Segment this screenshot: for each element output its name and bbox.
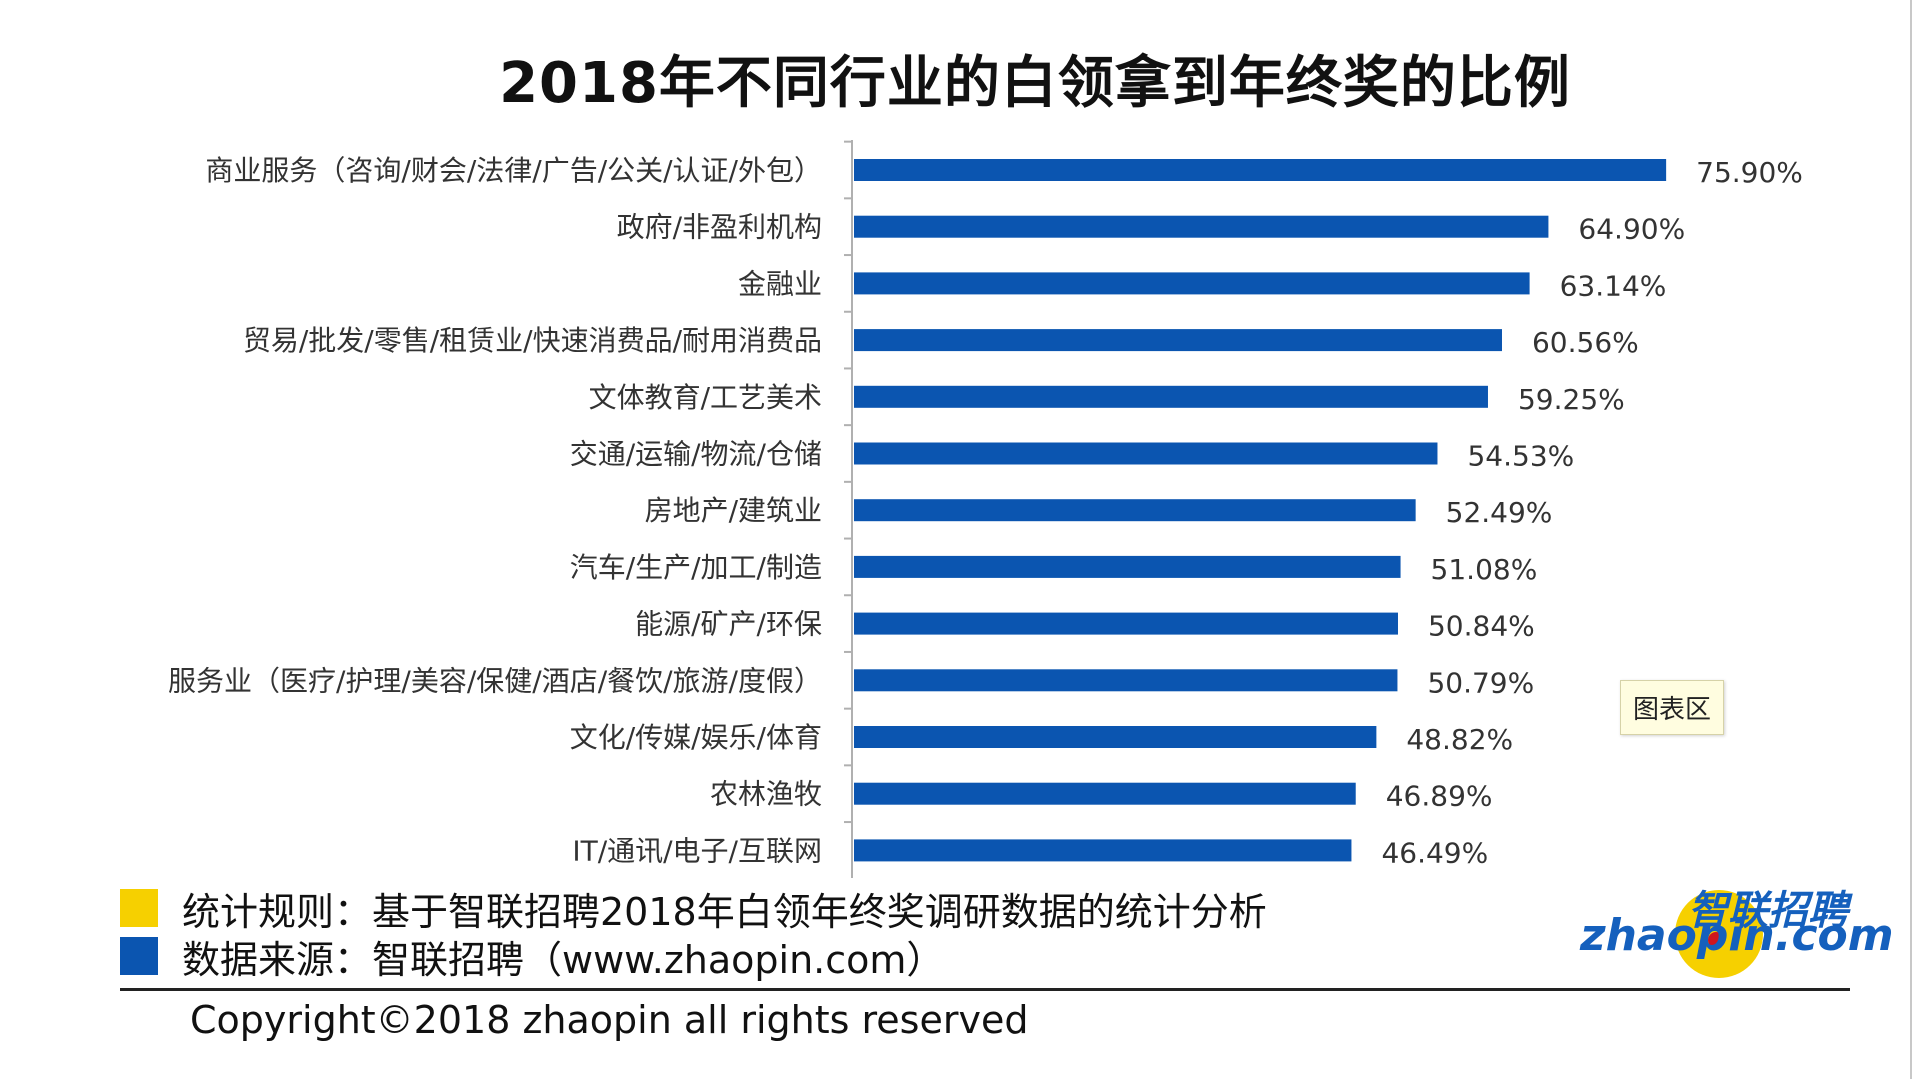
value-label: 75.90% (1696, 156, 1803, 189)
bar (854, 215, 1549, 238)
legend-item-source: 数据来源：智联招聘（www.zhaopin.com） (120, 932, 1267, 982)
copyright-text: Copyright©2018 zhaopin all rights reserv… (190, 998, 1029, 1042)
legend-item-rule: 统计规则：基于智联招聘2018年白领年终奖调研数据的统计分析 (120, 884, 1267, 934)
chart-title: 2018年不同行业的白领拿到年终奖的比例 (499, 51, 1571, 116)
value-label: 63.14% (1560, 269, 1667, 302)
bar (854, 329, 1502, 352)
value-label: 59.25% (1518, 383, 1625, 416)
legend-text-rule: 统计规则：基于智联招聘2018年白领年终奖调研数据的统计分析 (182, 889, 1267, 934)
footer-divider (120, 988, 1850, 991)
value-label: 54.53% (1467, 440, 1574, 473)
legend: 统计规则：基于智联招聘2018年白领年终奖调研数据的统计分析 数据来源：智联招聘… (120, 884, 1267, 982)
category-label: 贸易/批发/零售/租赁业/快速消费品/耐用消费品 (243, 324, 822, 357)
bar-chart: 商业服务（咨询/财会/法律/广告/公关/认证/外包） 政府/非盈利机构金融业贸易/… (168, 140, 1803, 878)
category-label: IT/通讯/电子/互联网 (572, 834, 822, 867)
category-label: 服务业（医疗/护理/美容/保健/酒店/餐饮/旅游/度假） (168, 664, 822, 697)
value-label: 48.82% (1406, 723, 1513, 756)
logo-dot (1708, 932, 1724, 948)
value-label: 50.84% (1428, 610, 1535, 643)
value-labels: 75.90% 64.90% 63.14% 60.56% 59.25% 54.53% 52.4… (1381, 156, 1802, 869)
chart-area-tooltip: 图表区 (1620, 680, 1725, 735)
category-label: 文体教育/工艺美术 (589, 381, 822, 414)
bar (854, 782, 1356, 805)
value-label: 60.56% (1532, 326, 1639, 359)
bar (854, 612, 1398, 635)
bar (854, 555, 1401, 578)
value-label: 52.49% (1446, 496, 1553, 529)
value-label: 46.89% (1386, 780, 1493, 813)
category-label: 房地产/建筑业 (645, 494, 822, 527)
legend-text-source: 数据来源：智联招聘（www.zhaopin.com） (182, 937, 945, 982)
category-label: 农林渔牧 (710, 778, 822, 811)
logo-cn-text: 智联招聘 (1688, 888, 1848, 934)
axis-layer (844, 140, 853, 878)
category-label: 金融业 (738, 267, 822, 300)
category-label: 能源/矿产/环保 (635, 608, 822, 641)
bar (854, 442, 1438, 465)
value-label: 51.08% (1431, 553, 1538, 586)
page-edge-line (1910, 0, 1912, 1079)
category-label: 文化/传媒/娱乐/体育 (570, 721, 822, 754)
value-label: 50.79% (1427, 666, 1534, 699)
legend-swatch-blue (120, 937, 158, 975)
zhaopin-logo: 智联招聘 zhaopin.com (1580, 878, 1894, 978)
category-label: 商业服务（咨询/财会/法律/广告/公关/认证/外包） (205, 154, 822, 187)
logo-en-text: zhaopin.com (1580, 910, 1894, 961)
bar (854, 499, 1416, 522)
bar (854, 272, 1530, 295)
category-labels: 商业服务（咨询/财会/法律/广告/公关/认证/外包） 政府/非盈利机构金融业贸易/… (168, 154, 822, 867)
bars-layer (854, 159, 1667, 862)
category-label: 汽车/生产/加工/制造 (570, 551, 822, 584)
bar (854, 839, 1352, 862)
category-label: 交通/运输/物流/仓储 (570, 438, 822, 471)
bar (854, 669, 1398, 692)
bar (854, 726, 1377, 748)
legend-swatch-yellow (120, 889, 158, 927)
category-label: 政府/非盈利机构 (617, 211, 822, 244)
bar (854, 159, 1667, 181)
value-label: 46.49% (1381, 836, 1488, 869)
value-label: 64.90% (1578, 213, 1685, 246)
bar (854, 385, 1488, 408)
